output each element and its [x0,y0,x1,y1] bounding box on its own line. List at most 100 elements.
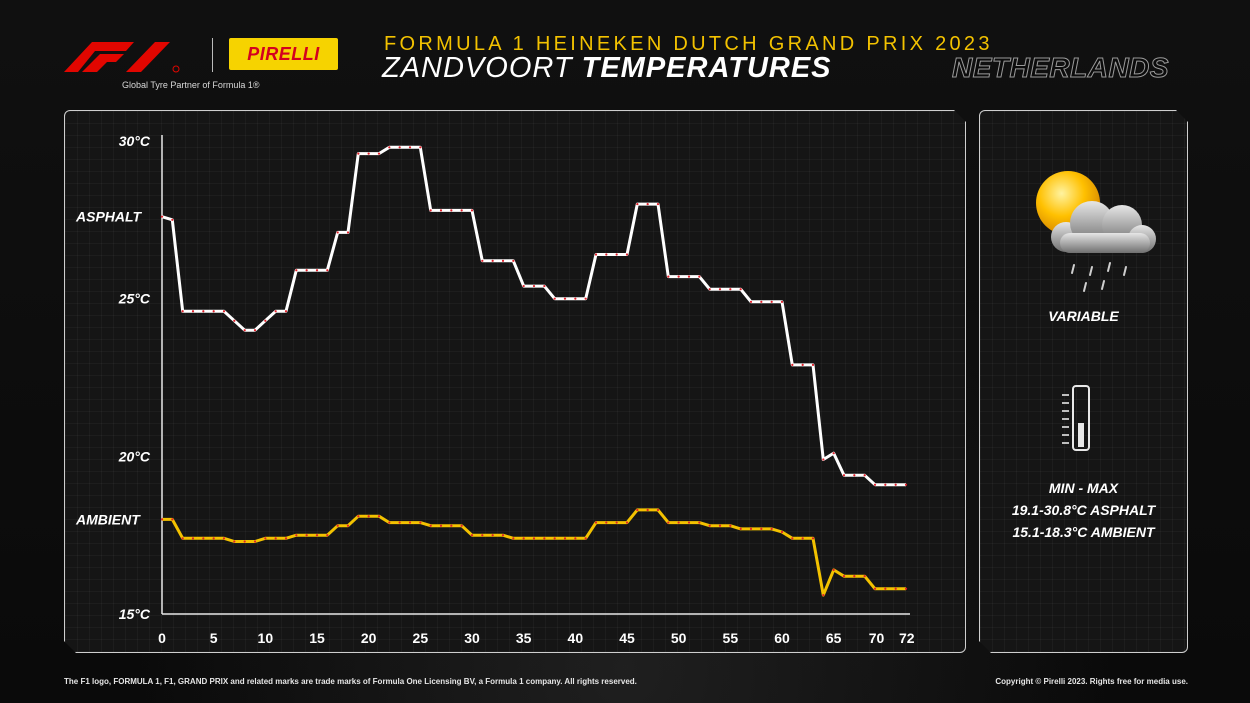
data-point [491,259,494,262]
data-point [191,537,195,540]
data-point [563,297,567,300]
x-tick-label: 70 [869,630,885,646]
data-point [501,534,505,537]
data-point [346,524,350,527]
data-point [718,288,722,291]
data-point [367,515,370,518]
x-tick-label: 25 [413,630,429,646]
event-title: FORMULA 1 HEINEKEN DUTCH GRAND PRIX 2023 [384,33,993,55]
data-point [377,515,381,518]
data-point [811,363,815,366]
data-point [491,534,494,537]
data-point [873,587,877,590]
x-tick-label: 40 [568,630,584,646]
data-point [419,521,422,524]
tagline: Global Tyre Partner of Formula 1® [122,80,260,90]
ambient-range: 15.1-18.3°C AMBIENT [1012,524,1155,540]
data-point [801,363,804,366]
data-point [594,521,598,524]
data-point [408,521,412,524]
data-point [336,231,339,234]
x-tick-label: 0 [158,630,166,646]
subject-name: TEMPERATURES [581,52,832,84]
x-tick-label: 60 [774,630,790,646]
data-point [326,269,329,272]
data-point [791,537,794,540]
data-point [367,152,370,155]
x-tick-label: 5 [210,630,218,646]
data-point [656,508,660,512]
page-title: ZANDVOORT TEMPERATURES [382,52,832,85]
data-point [295,534,298,537]
data-point [636,508,639,512]
data-point [894,483,897,486]
data-point [842,474,846,477]
data-point [822,458,825,461]
x-tick-label: 20 [361,630,377,646]
country-name: NETHERLANDS [951,52,1170,84]
data-point [863,474,866,477]
data-point [646,202,649,206]
data-point [274,310,277,313]
data-point [233,319,236,322]
data-point [470,209,474,212]
minmax-label: MIN - MAX [1048,480,1119,496]
data-point [780,530,784,534]
data-point [284,537,288,540]
x-tick-label: 15 [309,630,325,646]
data-point [553,537,556,540]
y-tick-label: 15°C [119,606,151,622]
data-point [770,300,773,303]
data-point [398,146,401,149]
data-point [832,452,835,455]
x-tick-label: 55 [723,630,739,646]
x-tick-label: 45 [619,630,635,646]
info-panel [979,110,1188,653]
thermometer-icon [1062,385,1090,451]
data-point [698,521,701,524]
data-point [305,534,308,537]
x-tick-label: 50 [671,630,687,646]
x-tick-label: 30 [464,630,480,646]
data-point [336,524,339,527]
data-point [470,534,474,537]
data-point [243,329,246,332]
data-point [460,524,463,527]
data-point [760,300,763,303]
pirelli-logo: PIRELLI [229,38,338,70]
data-point [687,275,691,278]
data-point [522,537,525,540]
sun-cloud-rain-icon [1036,171,1156,292]
data-point [605,253,608,256]
x-tick-label: 35 [516,630,532,646]
data-point [584,537,587,540]
x-tick-label: 72 [899,630,915,646]
data-point [284,310,288,313]
data-point [543,537,546,540]
data-point [501,259,505,262]
data-point [160,215,164,218]
data-point [677,521,680,524]
data-point [729,288,732,291]
data-point [749,527,753,530]
data-point [563,537,567,540]
asphalt-range: 19.1-30.8°C ASPHALT [1011,502,1156,518]
data-point [708,524,711,527]
logo-divider [212,38,213,72]
data-point [439,209,443,212]
data-point [574,537,577,540]
data-point [212,537,215,540]
series-label-ambient: AMBIENT [75,511,141,527]
data-point [904,483,908,486]
data-point [419,146,422,149]
venue-name: ZANDVOORT [382,52,573,84]
series-line-asphalt [161,145,906,487]
data-point [718,524,722,527]
data-point [160,518,164,521]
footer-copyright: Copyright © Pirelli 2023. Rights free fo… [995,677,1188,686]
data-point [698,275,701,278]
series-label-asphalt: ASPHALT [75,209,143,225]
data-point [181,310,184,313]
data-point [801,537,804,540]
